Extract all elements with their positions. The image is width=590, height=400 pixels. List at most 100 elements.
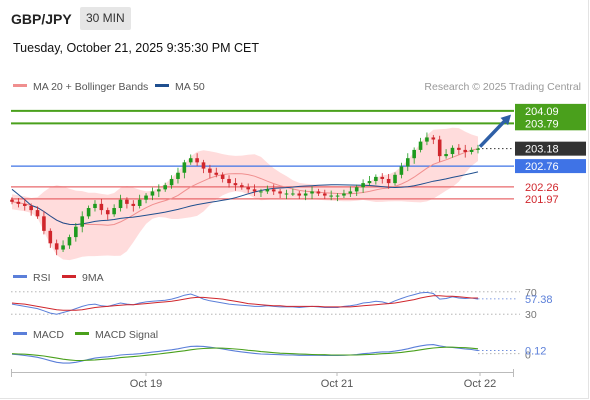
candle-body	[374, 176, 378, 182]
candle	[99, 198, 104, 215]
candle	[105, 207, 110, 220]
candle	[214, 167, 219, 178]
candle-body	[297, 193, 302, 196]
macd-line	[11, 344, 479, 364]
timeframe-badge[interactable]: 30 MIN	[80, 7, 131, 30]
candle-body	[291, 193, 295, 195]
rsi-level-label: 30	[525, 309, 537, 321]
candle	[112, 204, 116, 217]
candle	[233, 178, 238, 191]
candle-body	[335, 195, 340, 197]
candle	[329, 190, 333, 201]
candle	[137, 194, 142, 209]
candle-body	[271, 189, 276, 192]
candle-body	[252, 189, 257, 192]
candle	[93, 200, 97, 212]
candle-body	[10, 199, 14, 202]
forecast-arrow	[478, 119, 507, 148]
candle	[125, 197, 129, 209]
candle	[437, 135, 442, 162]
candle-body	[284, 193, 289, 195]
legend-ma50-label: MA 50	[175, 81, 205, 93]
time-axis: Oct 19 Oct 21 Oct 22	[11, 369, 514, 390]
candle-body	[399, 166, 404, 175]
candle-body	[444, 154, 448, 157]
candle	[118, 194, 123, 212]
candle-body	[450, 147, 455, 155]
candle	[354, 184, 359, 196]
macd-zero-label: 0	[525, 350, 531, 362]
candle-body	[105, 210, 110, 215]
candle-body	[131, 203, 136, 206]
legend-swatch-macd-signal	[75, 332, 89, 335]
candle	[80, 211, 85, 233]
candle	[291, 188, 295, 196]
time-axis-tick-label: Oct 21	[321, 378, 353, 390]
candle	[10, 197, 14, 205]
candle	[367, 176, 372, 186]
level-label-resistance: 204.09	[525, 106, 559, 118]
legend-swatch-rsi-ma	[62, 275, 76, 278]
candle-body	[463, 149, 468, 152]
bollinger-band	[12, 127, 478, 261]
candle	[163, 182, 168, 192]
candle	[157, 184, 161, 198]
candle	[227, 175, 231, 188]
candle-body	[201, 162, 206, 169]
candle	[393, 172, 397, 186]
candle	[476, 144, 480, 154]
candle-body	[246, 187, 250, 190]
rsi-current-value: 57.38	[525, 294, 553, 306]
candle-body	[22, 203, 27, 206]
candle	[316, 188, 321, 196]
level-label-pivot: 202.76	[525, 161, 559, 173]
candle-body	[195, 158, 199, 163]
candle-body	[137, 199, 142, 206]
candle	[195, 153, 199, 166]
candle	[246, 183, 250, 193]
candle-body	[176, 172, 180, 179]
candle	[310, 186, 314, 200]
candle-body	[35, 210, 40, 217]
candle	[265, 185, 270, 194]
candle	[380, 173, 385, 184]
candle	[188, 154, 193, 165]
rsi-ma-line	[11, 295, 478, 311]
candle	[444, 149, 448, 159]
candle	[431, 134, 436, 145]
candle	[86, 205, 91, 219]
candle	[399, 162, 404, 179]
candle	[208, 164, 212, 179]
candle-body	[303, 193, 308, 196]
candle	[201, 159, 206, 174]
level-label-price: 203.18	[525, 144, 559, 156]
candle	[240, 182, 244, 190]
candle-body	[157, 189, 161, 192]
candle-body	[86, 208, 91, 217]
candle	[74, 222, 78, 242]
candle-body	[322, 193, 327, 196]
candle-body	[29, 205, 33, 211]
candle-body	[457, 147, 461, 150]
candle	[176, 167, 180, 184]
macd-panel: 00.12	[11, 344, 546, 364]
candle	[418, 137, 423, 153]
rsi-panel: 70 30 57.38	[11, 287, 553, 321]
candle-body	[61, 245, 65, 250]
candle	[457, 144, 461, 155]
candle-body	[118, 199, 123, 209]
candle-body	[67, 237, 72, 246]
rsi-line	[11, 291, 479, 315]
candle	[303, 189, 308, 201]
legend-macd-label: MACD	[33, 329, 64, 341]
candle-body	[265, 189, 270, 192]
level-label-bg-resistance	[515, 103, 586, 118]
legend-ma20-label: MA 20 + Bollinger Bands	[33, 81, 148, 93]
legend-swatch-rsi	[13, 275, 27, 278]
candle	[182, 159, 187, 179]
legend-rsi-label: RSI	[33, 272, 51, 284]
candle	[374, 174, 378, 185]
candle	[322, 189, 327, 200]
candle-body	[80, 216, 85, 227]
candle-body	[437, 139, 442, 157]
